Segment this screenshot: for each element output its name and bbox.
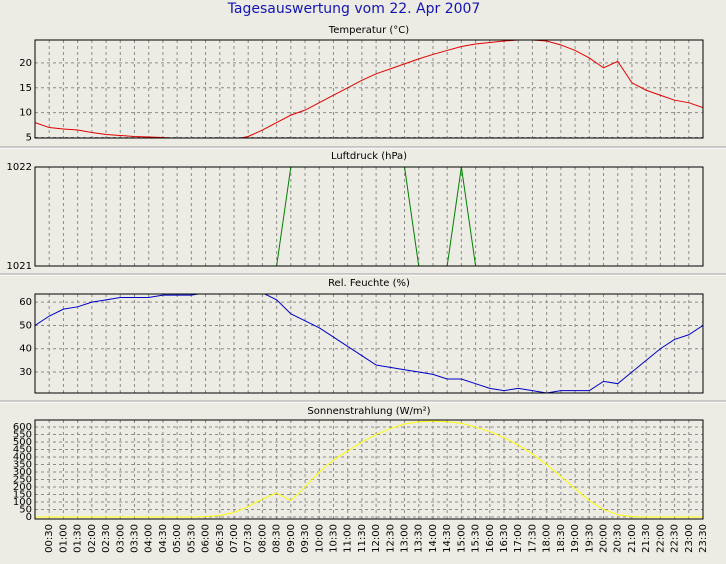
x-tick-label: 11:00 xyxy=(343,524,354,553)
y-tick-label: 450 xyxy=(13,445,32,456)
x-tick-label: 01:30 xyxy=(73,524,84,553)
x-tick-label: 14:30 xyxy=(442,524,453,553)
x-tick-label: 03:00 xyxy=(115,524,126,553)
y-tick-label: 10 xyxy=(19,108,32,119)
x-tick-label: 10:30 xyxy=(328,524,339,553)
x-tick-label: 02:30 xyxy=(101,524,112,553)
x-tick-label: 23:00 xyxy=(684,524,695,553)
y-tick-label: 1022 xyxy=(7,162,32,173)
y-tick-label: 250 xyxy=(13,475,32,486)
x-tick-label: 09:30 xyxy=(300,524,311,553)
y-tick-label: 550 xyxy=(13,430,32,441)
x-tick-label: 22:30 xyxy=(670,524,681,553)
x-tick-label: 03:30 xyxy=(129,524,140,553)
y-tick-label: 5 xyxy=(26,133,32,144)
y-tick-label: 350 xyxy=(13,460,32,471)
x-tick-label: 16:30 xyxy=(499,524,510,553)
main-title: Tagesauswertung vom 22. Apr 2007 xyxy=(227,1,481,17)
x-tick-label: 19:00 xyxy=(570,524,581,553)
x-tick-label: 16:00 xyxy=(485,524,496,553)
x-tick-label: 11:30 xyxy=(357,524,368,553)
y-tick-label: 300 xyxy=(13,467,32,478)
x-tick-label: 08:00 xyxy=(257,524,268,553)
data-line xyxy=(35,40,703,138)
y-tick-label: 60 xyxy=(19,297,32,308)
y-tick-label: 200 xyxy=(13,482,32,493)
x-tick-label: 04:30 xyxy=(158,524,169,553)
y-tick-label: 30 xyxy=(19,367,32,378)
y-tick-label: 600 xyxy=(13,422,32,433)
x-tick-label: 05:00 xyxy=(172,524,183,553)
x-tick-label: 15:00 xyxy=(456,524,467,553)
x-tick-label: 23:30 xyxy=(698,524,709,553)
x-tick-label: 07:30 xyxy=(243,524,254,553)
panel-title: Luftdruck (hPa) xyxy=(331,151,407,162)
x-tick-label: 02:00 xyxy=(87,524,98,553)
x-tick-label: 21:00 xyxy=(627,524,638,553)
y-tick-label: 0 xyxy=(26,512,32,523)
x-tick-label: 17:00 xyxy=(513,524,524,553)
plot-frame xyxy=(34,39,704,139)
x-tick-label: 22:00 xyxy=(655,524,666,553)
y-tick-label: 20 xyxy=(19,58,32,69)
x-tick-label: 15:30 xyxy=(471,524,482,553)
series xyxy=(35,40,703,138)
y-tick-label: 100 xyxy=(13,497,32,508)
x-tick-label: 20:30 xyxy=(613,524,624,553)
plot-frame xyxy=(34,419,704,520)
x-tick-label: 06:30 xyxy=(215,524,226,553)
panel-title: Sonnenstrahlung (W/m²) xyxy=(307,406,430,417)
data-line xyxy=(35,294,703,393)
y-tick-label: 40 xyxy=(19,344,32,355)
y-tick-label: 50 xyxy=(19,320,32,331)
plot-frame xyxy=(34,293,704,394)
x-tick-label: 13:00 xyxy=(400,524,411,553)
x-tick-label: 14:00 xyxy=(428,524,439,553)
x-tick-label: 18:00 xyxy=(542,524,553,553)
y-tick-label: 15 xyxy=(19,83,32,94)
x-tick-label: 12:00 xyxy=(371,524,382,553)
x-tick-label: 06:00 xyxy=(201,524,212,553)
x-tick-label: 01:00 xyxy=(58,524,69,553)
x-tick-label: 19:30 xyxy=(584,524,595,553)
x-tick-label: 18:30 xyxy=(556,524,567,553)
y-tick-label: 500 xyxy=(13,437,32,448)
x-tick-label: 20:00 xyxy=(599,524,610,553)
x-tick-label: 09:00 xyxy=(286,524,297,553)
x-tick-label: 21:30 xyxy=(641,524,652,553)
x-tick-label: 04:00 xyxy=(144,524,155,553)
plot-frame xyxy=(34,166,704,267)
x-tick-label: 10:00 xyxy=(314,524,325,553)
x-tick-label: 12:30 xyxy=(385,524,396,553)
data-line xyxy=(35,167,703,266)
x-tick-label: 08:30 xyxy=(272,524,283,553)
x-tick-label: 07:00 xyxy=(229,524,240,553)
x-tick-label: 00:30 xyxy=(44,524,55,553)
y-tick-label: 150 xyxy=(13,490,32,501)
x-tick-label: 17:30 xyxy=(527,524,538,553)
data-line xyxy=(35,420,703,518)
series xyxy=(35,167,703,266)
panel-title: Rel. Feuchte (%) xyxy=(328,278,410,289)
series xyxy=(35,294,703,393)
y-tick-label: 1021 xyxy=(7,261,32,272)
series xyxy=(35,420,703,518)
panel-title: Temperatur (°C) xyxy=(328,25,409,36)
x-tick-label: 13:30 xyxy=(414,524,425,553)
y-tick-label: 400 xyxy=(13,452,32,463)
y-tick-label: 50 xyxy=(19,505,32,516)
x-tick-label: 05:30 xyxy=(186,524,197,553)
